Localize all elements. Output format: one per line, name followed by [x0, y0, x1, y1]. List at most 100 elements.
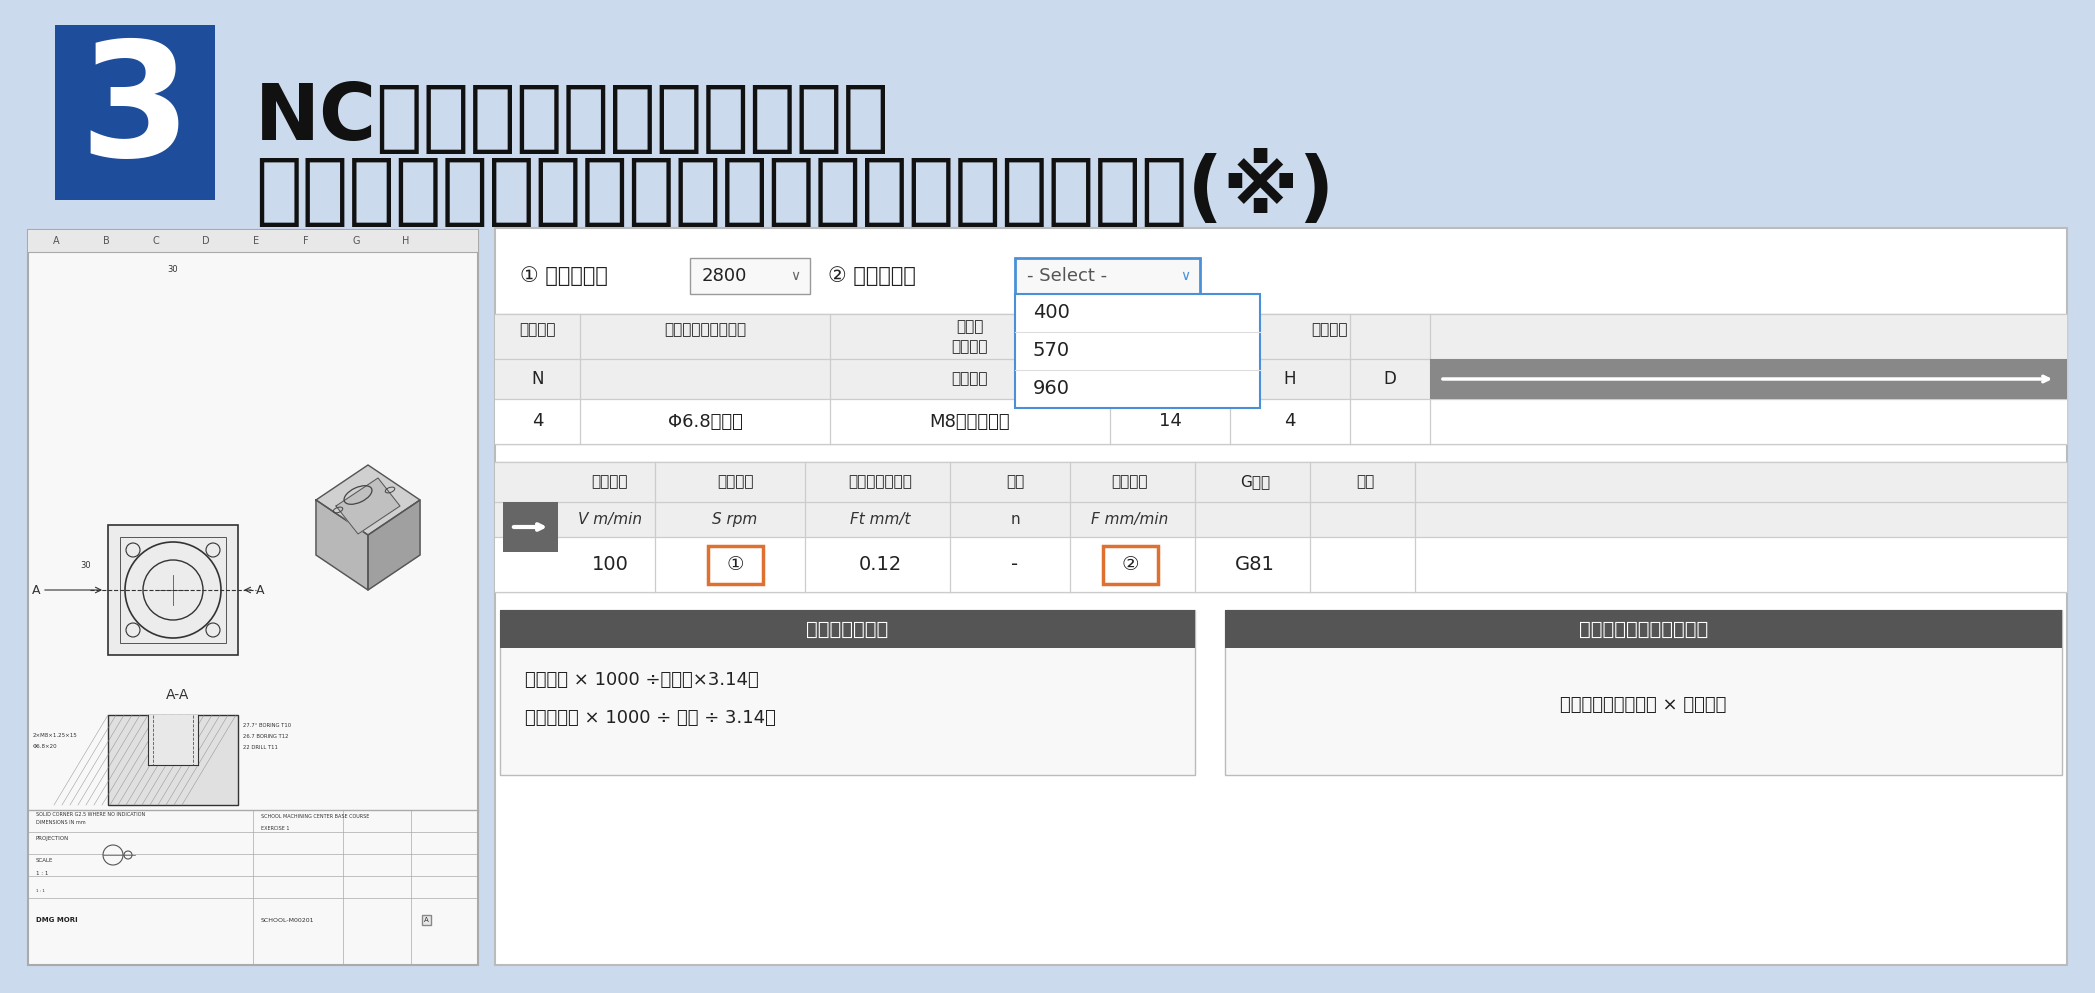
Text: シミュレーション形式でじっくり学習できる(※): シミュレーション形式でじっくり学習できる(※): [256, 150, 1335, 229]
Text: A: A: [256, 584, 264, 597]
Text: 4: 4: [1284, 412, 1295, 431]
FancyBboxPatch shape: [494, 399, 2068, 444]
FancyBboxPatch shape: [494, 462, 2068, 592]
Text: 回転速度: 回転速度: [716, 475, 754, 490]
FancyBboxPatch shape: [689, 258, 811, 294]
FancyBboxPatch shape: [1014, 294, 1259, 408]
Text: A: A: [423, 917, 429, 923]
Text: V m/min: V m/min: [578, 512, 641, 527]
Text: DIMENSIONS IN mm: DIMENSIONS IN mm: [36, 820, 86, 825]
FancyBboxPatch shape: [494, 537, 2068, 592]
Text: 1 : 1: 1 : 1: [36, 871, 48, 876]
FancyBboxPatch shape: [1431, 359, 2068, 399]
Text: G機能: G機能: [1240, 475, 1270, 490]
Text: F mm/min: F mm/min: [1091, 512, 1169, 527]
FancyBboxPatch shape: [1014, 258, 1200, 294]
Text: A: A: [31, 584, 40, 597]
Text: （加工面: （加工面: [951, 371, 989, 386]
Text: -: -: [1012, 555, 1018, 574]
Text: ① 回転速度：: ① 回転速度：: [520, 266, 608, 286]
Text: 加工機: 加工機: [955, 319, 985, 334]
FancyBboxPatch shape: [494, 228, 2068, 965]
Text: ①: ①: [727, 555, 744, 574]
Text: A: A: [52, 236, 59, 246]
Text: EXERCISE 1: EXERCISE 1: [262, 826, 289, 831]
Text: E: E: [253, 236, 260, 246]
Text: F: F: [304, 236, 308, 246]
Text: D: D: [1383, 370, 1397, 388]
FancyBboxPatch shape: [501, 610, 1194, 775]
Text: 一回転あたりの送り × 回転速度: 一回転あたりの送り × 回転速度: [1561, 696, 1726, 714]
Text: 3: 3: [80, 35, 191, 190]
Text: 一刃あたり送り: 一刃あたり送り: [848, 475, 911, 490]
Text: ②: ②: [1121, 555, 1140, 574]
Polygon shape: [316, 500, 369, 590]
FancyBboxPatch shape: [494, 462, 2068, 502]
FancyBboxPatch shape: [494, 359, 2068, 399]
Text: 送り速度: 送り速度: [1112, 475, 1148, 490]
FancyBboxPatch shape: [27, 230, 478, 252]
Text: N: N: [532, 370, 545, 388]
FancyBboxPatch shape: [494, 502, 2068, 537]
Text: Φ6.8ドリル: Φ6.8ドリル: [668, 412, 742, 431]
Text: SCHOOL-M00201: SCHOOL-M00201: [262, 918, 314, 923]
FancyBboxPatch shape: [149, 715, 199, 765]
Text: D: D: [203, 236, 210, 246]
Text: G81: G81: [1236, 555, 1276, 574]
Text: M8タップ下穴: M8タップ下穴: [930, 412, 1010, 431]
Text: PROJECTION: PROJECTION: [36, 836, 69, 841]
FancyBboxPatch shape: [1226, 610, 2061, 775]
Text: （切削速度 × 1000 ÷ 直径 ÷ 3.14）: （切削速度 × 1000 ÷ 直径 ÷ 3.14）: [526, 709, 775, 727]
Text: A-A: A-A: [166, 688, 191, 702]
Text: H: H: [402, 236, 411, 246]
Text: C: C: [153, 236, 159, 246]
Polygon shape: [316, 465, 419, 535]
Text: 30: 30: [82, 560, 92, 570]
Text: 加工順序: 加工順序: [520, 323, 555, 338]
Text: 刃数: 刃数: [1006, 475, 1024, 490]
FancyBboxPatch shape: [27, 230, 478, 965]
Text: 補正番号: 補正番号: [1311, 323, 1349, 338]
Text: SOLID CORNER G2.5 WHERE NO INDICATION: SOLID CORNER G2.5 WHERE NO INDICATION: [36, 812, 145, 817]
FancyBboxPatch shape: [501, 610, 1194, 648]
Text: Φ6.8×20: Φ6.8×20: [34, 744, 59, 749]
Text: ② 送り速度：: ② 送り速度：: [828, 266, 916, 286]
Text: ∨: ∨: [790, 269, 800, 283]
Text: 2×M8×1.25×15: 2×M8×1.25×15: [34, 733, 78, 738]
Polygon shape: [369, 500, 419, 590]
Text: NC・対話プログラミングを: NC・対話プログラミングを: [256, 80, 890, 156]
FancyBboxPatch shape: [494, 314, 2068, 359]
Text: SCALE: SCALE: [36, 858, 52, 863]
Text: 切削速度: 切削速度: [591, 475, 628, 490]
Text: 1 : 1: 1 : 1: [36, 889, 44, 893]
Text: 送り（送り速度）の計算: 送り（送り速度）の計算: [1580, 620, 1707, 638]
Text: 100: 100: [591, 555, 628, 574]
Text: DMG MORI: DMG MORI: [36, 917, 78, 923]
Text: 960: 960: [1033, 379, 1071, 398]
Text: 26.7 BORING T12: 26.7 BORING T12: [243, 734, 289, 739]
Text: G: G: [352, 236, 360, 246]
Text: Ft mm/t: Ft mm/t: [851, 512, 909, 527]
FancyBboxPatch shape: [503, 502, 557, 552]
FancyBboxPatch shape: [494, 314, 2068, 444]
Text: 0.12: 0.12: [859, 555, 901, 574]
Text: 4: 4: [532, 412, 543, 431]
Text: B: B: [103, 236, 109, 246]
FancyBboxPatch shape: [54, 25, 216, 200]
Text: 570: 570: [1033, 342, 1071, 360]
Text: H: H: [1284, 370, 1297, 388]
Text: 14: 14: [1159, 412, 1182, 431]
Polygon shape: [335, 478, 400, 534]
Text: 回転速度の計算: 回転速度の計算: [807, 620, 888, 638]
Text: n: n: [1010, 512, 1020, 527]
FancyBboxPatch shape: [1226, 610, 2061, 648]
Text: SCHOOL MACHINING CENTER BASE COURSE: SCHOOL MACHINING CENTER BASE COURSE: [262, 814, 369, 819]
Text: S rpm: S rpm: [712, 512, 758, 527]
FancyBboxPatch shape: [109, 525, 239, 655]
Text: ∨: ∨: [1179, 269, 1190, 283]
FancyBboxPatch shape: [109, 715, 239, 805]
Text: 27.7° BORING T10: 27.7° BORING T10: [243, 723, 291, 728]
Text: 切削速度 × 1000 ÷（直径×3.14）: 切削速度 × 1000 ÷（直径×3.14）: [526, 671, 758, 689]
Text: 400: 400: [1033, 304, 1071, 323]
Text: 22 DRILL T11: 22 DRILL T11: [243, 745, 279, 750]
